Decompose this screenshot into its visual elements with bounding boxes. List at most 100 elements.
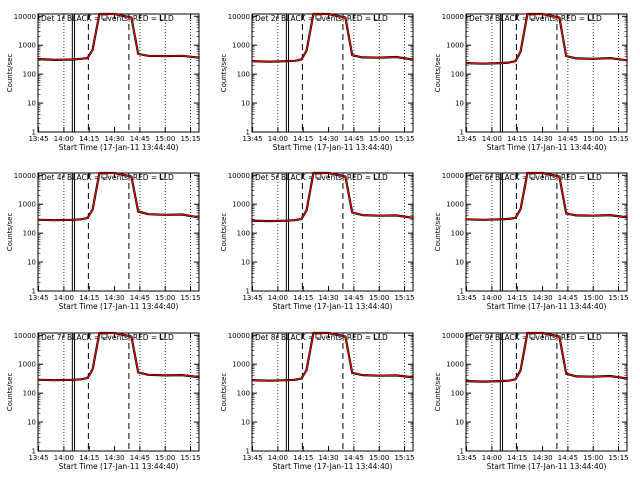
data-point-lld [147, 213, 149, 215]
peak-marker [315, 333, 322, 339]
x-tick-label: 13:45 [28, 454, 48, 462]
x-tick-label: 14:30 [104, 135, 124, 143]
x-axis-label: Start Time (17-Jan-11 13:44:40) [487, 143, 607, 152]
data-point-lld [412, 217, 414, 219]
y-axis-label: Counts/sec [220, 54, 228, 93]
x-tick-label: 14:45 [130, 135, 150, 143]
y-tick-label: 10000 [228, 172, 250, 180]
data-point-lld [361, 56, 363, 58]
x-tick-label: 15:00 [155, 135, 175, 143]
x-tick-label: 13:45 [456, 454, 476, 462]
x-tick-label: 14:15 [507, 294, 527, 302]
data-point-lld [344, 17, 346, 19]
data-point-lld [499, 380, 501, 382]
data-point-lld [515, 60, 517, 62]
data-point-lld [164, 55, 166, 57]
plot-frame [251, 13, 414, 133]
data-point-lld [575, 57, 577, 59]
y-tick-label: 10 [27, 419, 36, 427]
data-point-lld [558, 176, 560, 178]
data-point-lld [92, 49, 94, 51]
data-point-lld [54, 379, 56, 381]
data-point-lld [482, 381, 484, 383]
x-tick-label: 14:45 [558, 454, 578, 462]
plot-frame [465, 13, 628, 133]
data-point-lld [328, 332, 330, 334]
x-tick-label: 14:30 [104, 294, 124, 302]
data-point-lld [466, 218, 468, 220]
data-point-lld [92, 368, 94, 370]
y-tick-label: 1 [32, 129, 36, 137]
data-point-lld [38, 379, 40, 381]
data-point-lld [252, 60, 254, 62]
x-tick-label: 14:30 [532, 294, 552, 302]
series-line-lld [466, 172, 628, 221]
y-tick-label: 10 [241, 259, 250, 267]
panel-title: Det 8r BLACK = Events, RED = LLD [255, 333, 388, 342]
data-point-lld [98, 172, 100, 174]
x-tick-label: 15:15 [608, 454, 628, 462]
x-tick-label: 14:00 [54, 294, 74, 302]
x-tick-label: 15:00 [583, 294, 603, 302]
data-point-lld [87, 377, 89, 379]
panel-title: Det 1r BLACK = Events, RED = LLD [41, 14, 174, 23]
data-point-lld [328, 172, 330, 174]
bracket-marker [587, 334, 592, 340]
data-point-lld [268, 220, 270, 222]
data-point-lld [412, 59, 414, 61]
x-tick-label: 14:45 [344, 454, 364, 462]
x-tick-label: 13:45 [242, 454, 262, 462]
peak-marker [529, 333, 536, 339]
y-tick-label: 10000 [14, 13, 36, 21]
data-point-lld [54, 59, 56, 61]
data-point-lld [558, 336, 560, 338]
data-point-lld [520, 369, 522, 371]
data-point-lld [98, 332, 100, 334]
data-point-lld [137, 211, 139, 213]
panel-title: Det 4r BLACK = Events, RED = LLD [41, 173, 174, 182]
data-point-lld [499, 218, 501, 220]
y-tick-label: 1000 [18, 361, 36, 369]
data-point-lld [98, 13, 100, 15]
x-axis-label: Start Time (17-Jan-11 13:44:40) [273, 143, 393, 152]
x-tick-label: 14:00 [268, 135, 288, 143]
x-tick-label: 15:15 [394, 294, 414, 302]
data-point-lld [565, 55, 567, 57]
data-point-lld [508, 380, 510, 382]
data-point-lld [515, 378, 517, 380]
x-tick-label: 14:15 [79, 454, 99, 462]
y-tick-label: 100 [237, 230, 250, 238]
x-tick-label: 14:15 [293, 294, 313, 302]
x-tick-label: 14:15 [293, 135, 313, 143]
panel-det-5: 1 10 100 1000 10000 13:45 14:00 14:15 14:30 14:45… [220, 172, 415, 311]
data-point-lld [87, 57, 89, 59]
panel-title: Det 3r BLACK = Events, RED = LLD [469, 14, 602, 23]
y-tick-label: 1000 [232, 201, 250, 209]
data-point-lld [294, 60, 296, 62]
y-tick-label: 10000 [442, 13, 464, 21]
y-tick-label: 1 [32, 288, 36, 296]
y-tick-label: 1 [460, 288, 464, 296]
x-tick-label: 15:00 [369, 454, 389, 462]
x-tick-label: 14:00 [482, 294, 502, 302]
x-tick-label: 15:00 [369, 294, 389, 302]
data-point-lld [351, 211, 353, 213]
data-point-lld [164, 374, 166, 376]
x-tick-label: 13:45 [456, 135, 476, 143]
x-axis-label: Start Time (17-Jan-11 13:44:40) [273, 302, 393, 311]
data-point-lld [344, 176, 346, 178]
data-point-lld [626, 216, 628, 218]
peak-marker [315, 14, 322, 20]
data-point-lld [312, 172, 314, 174]
bracket-marker [587, 15, 592, 21]
data-point-lld [268, 380, 270, 382]
data-point-lld [609, 214, 611, 216]
data-point-lld [575, 375, 577, 377]
data-point-lld [361, 214, 363, 216]
x-tick-label: 15:15 [394, 135, 414, 143]
data-point-lld [92, 209, 94, 211]
data-point-lld [71, 219, 73, 221]
data-point-lld [626, 378, 628, 380]
x-tick-label: 15:00 [583, 135, 603, 143]
